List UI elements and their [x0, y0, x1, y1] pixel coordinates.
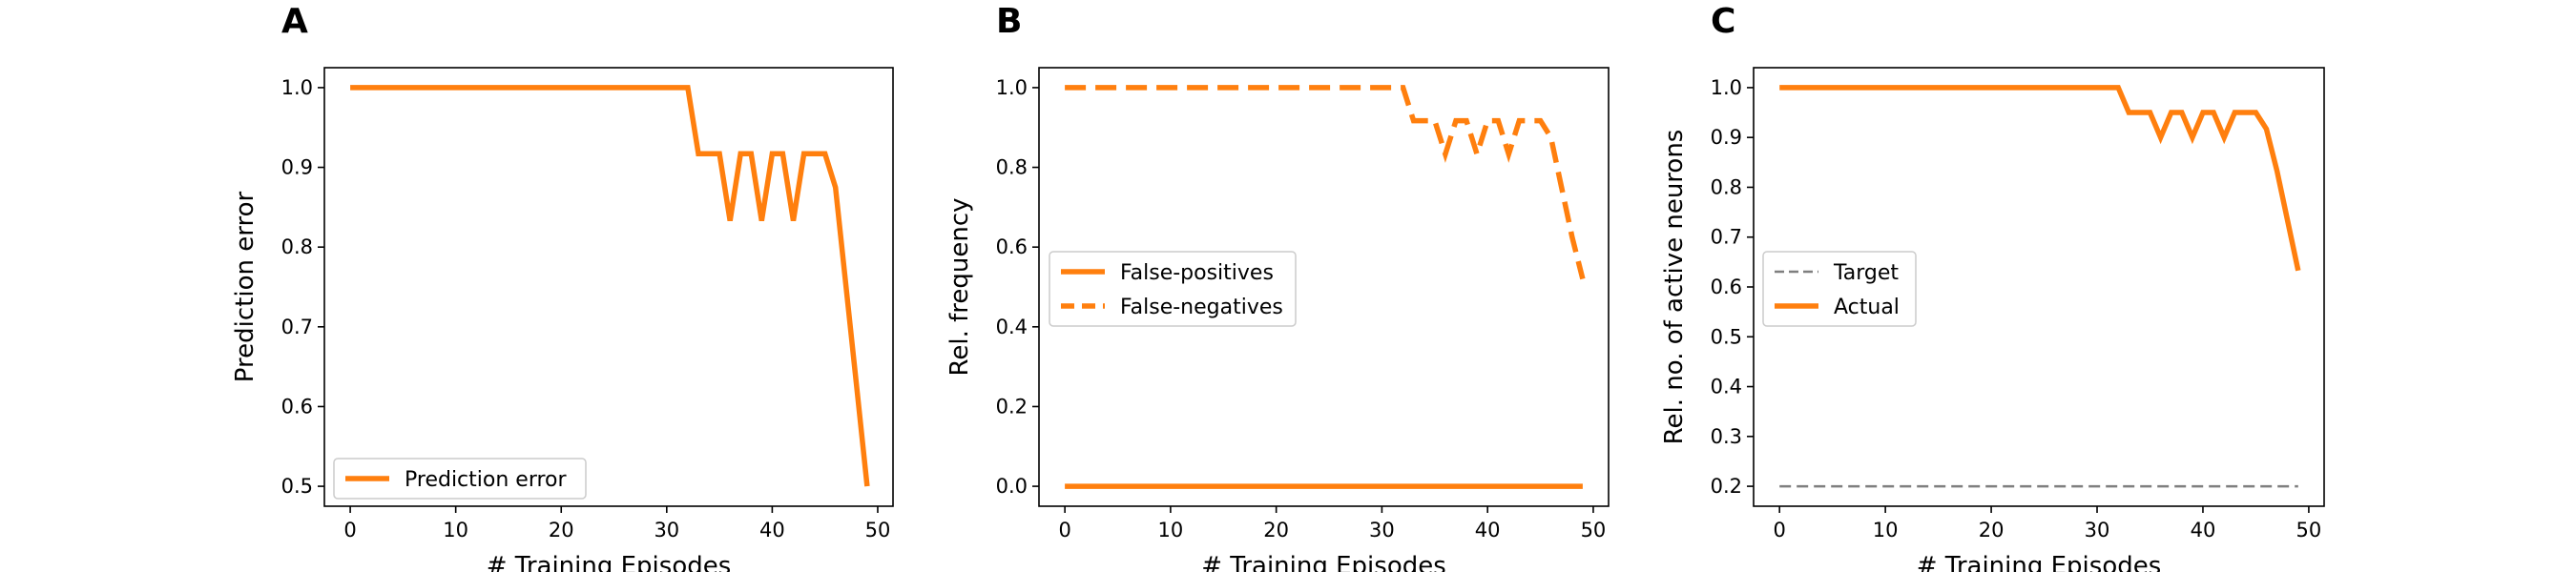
legend-box [333, 458, 587, 500]
y-tick-label: 0.9 [281, 156, 313, 179]
y-tick-label: 0.8 [281, 235, 313, 258]
legend-entry: Actual [1834, 296, 1900, 319]
legend-box [1049, 251, 1297, 327]
x-tick-label: 20 [1263, 519, 1289, 541]
y-tick-label: 0.0 [996, 475, 1028, 498]
y-tick-label: 0.8 [996, 156, 1028, 179]
y-tick-label: 0.5 [1711, 325, 1742, 348]
x-tick-label: 30 [654, 519, 679, 541]
x-tick-label: 40 [1475, 519, 1501, 541]
legend: Prediction error [333, 458, 587, 500]
series-line-actual [1779, 85, 2301, 272]
x-tick-label: 0 [1773, 519, 1785, 541]
x-tick-label: 40 [2191, 519, 2216, 541]
x-tick-label: 40 [759, 519, 785, 541]
legend-entry: False-negatives [1120, 296, 1283, 319]
y-tick-label: 0.6 [996, 235, 1028, 258]
y-tick-label: 0.7 [1711, 226, 1742, 249]
y-tick-label: 0.4 [996, 316, 1028, 338]
legend: False-positives False-negatives [1049, 251, 1297, 327]
legend-entry: False-positives [1120, 261, 1274, 285]
panel-label: C [1711, 2, 1735, 41]
y-tick-label: 1.0 [996, 76, 1028, 99]
plot-frame [323, 67, 894, 507]
y-tick-label: 0.6 [1711, 276, 1742, 298]
y-tick-label: 0.3 [1711, 425, 1742, 448]
y-tick-label: 1.0 [281, 76, 313, 99]
y-tick-label: 0.2 [996, 395, 1028, 418]
x-axis-label: # Training Episodes [1917, 552, 2162, 572]
y-tick-label: 0.2 [1711, 475, 1742, 498]
plot-frame [1038, 67, 1610, 507]
y-axis-label: Prediction error [231, 192, 260, 383]
legend-entry: Target [1833, 261, 1899, 285]
panel-label: A [281, 2, 308, 41]
legend: Target Actual [1762, 251, 1917, 327]
y-tick-label: 0.6 [281, 395, 313, 418]
y-axis-label: Rel. frequency [945, 197, 974, 376]
y-tick-label: 0.9 [1711, 126, 1742, 149]
x-tick-label: 10 [443, 519, 468, 541]
x-tick-label: 10 [1158, 519, 1184, 541]
x-tick-label: 50 [2296, 519, 2322, 541]
y-tick-label: 0.7 [281, 316, 313, 338]
x-tick-label: 0 [1058, 519, 1070, 541]
panel-label: B [996, 2, 1022, 41]
x-tick-label: 30 [1369, 519, 1395, 541]
x-axis-label: # Training Episodes [1201, 552, 1446, 572]
x-tick-label: 10 [1873, 519, 1899, 541]
x-tick-label: 30 [2085, 519, 2110, 541]
chart-panel-a: A 0 10 20 30 40 50 0.5 0.6 0.7 0.8 0.9 1.0 # Training… [231, 2, 894, 572]
y-tick-label: 0.4 [1711, 376, 1742, 398]
x-tick-label: 20 [1979, 519, 2005, 541]
series-line-prediction-error [350, 85, 870, 487]
y-tick-label: 1.0 [1711, 76, 1742, 99]
y-tick-label: 0.8 [1711, 175, 1742, 198]
y-tick-label: 0.5 [281, 475, 313, 498]
x-tick-label: 50 [865, 519, 891, 541]
chart-panel-c: C 0 10 20 30 40 50 0.2 0.3 0.4 0.5 0.6 0.7 0.8 0.9 1.0 #… [1660, 2, 2325, 572]
x-tick-label: 50 [1581, 519, 1607, 541]
x-tick-label: 0 [343, 519, 356, 541]
y-axis-label: Rel. no. of active neurons [1660, 130, 1689, 445]
x-axis-label: # Training Episodes [487, 552, 732, 572]
legend-entry: Prediction error [405, 468, 567, 492]
chart-panel-b: B 0 10 20 30 40 50 0.0 0.2 0.4 0.6 0.8 1.0 # Training… [945, 2, 1610, 572]
series-line-false-negatives [1065, 85, 1586, 280]
x-tick-label: 20 [549, 519, 574, 541]
